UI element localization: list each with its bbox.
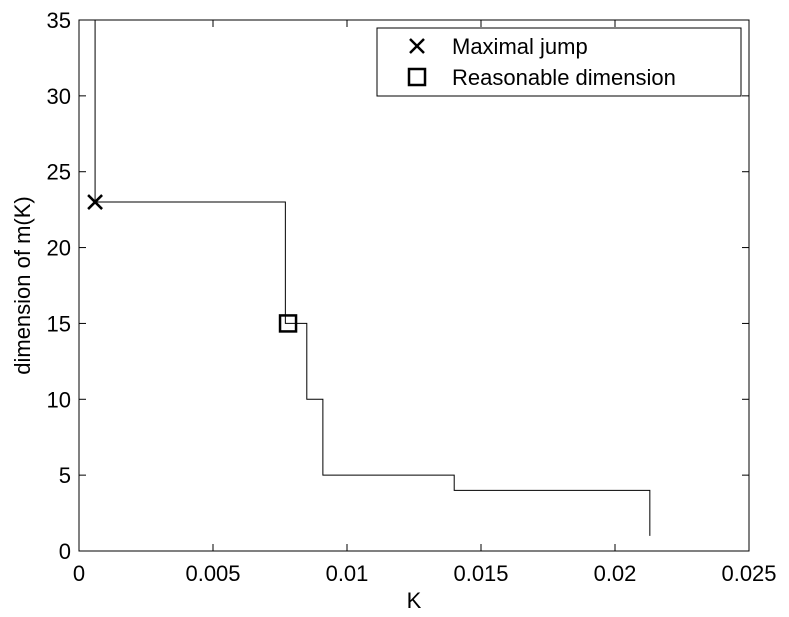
y-tick-label: 30 [47,84,71,109]
x-tick-label: 0.005 [185,561,240,586]
y-tick-label: 5 [59,463,71,488]
legend-box [376,27,742,97]
y-tick-label: 20 [47,236,71,261]
legend-square-icon [407,67,427,87]
y-tick-label: 10 [47,387,71,412]
markers-group [87,194,298,333]
x-tick-label: 0.015 [453,561,508,586]
x-tick-label: 0.01 [326,561,369,586]
legend-entry-label: Reasonable dimension [452,65,676,90]
x-tick-label: 0.02 [594,561,637,586]
plot-border [78,19,750,552]
marker-x-stroke [87,194,103,210]
y-tick-label: 0 [59,539,71,564]
x-axis-label: K [407,588,422,613]
x-tick-label: 0 [73,561,85,586]
y-axis-label: dimension of m(K) [10,196,35,375]
axis-ticks: 0 0.005 0.01 0.015 0.02 0.025 0 5 10 15 20 25 30 35 [47,8,777,586]
marker-reasonable-dimension [278,314,298,333]
y-tick-label: 35 [47,8,71,33]
series-line [94,20,651,536]
legend-x-icon [409,38,425,54]
marker-maximal-jump [87,194,103,210]
x-tick-label: 0.025 [721,561,776,586]
y-tick-label: 15 [47,311,71,336]
series-group [94,20,651,536]
legend-entry-label: Maximal jump [452,34,588,59]
legend: Maximal jump Reasonable dimension [376,27,742,97]
marker-x-stroke [409,38,425,54]
y-tick-label: 25 [47,160,71,185]
plot-frame [78,19,750,552]
